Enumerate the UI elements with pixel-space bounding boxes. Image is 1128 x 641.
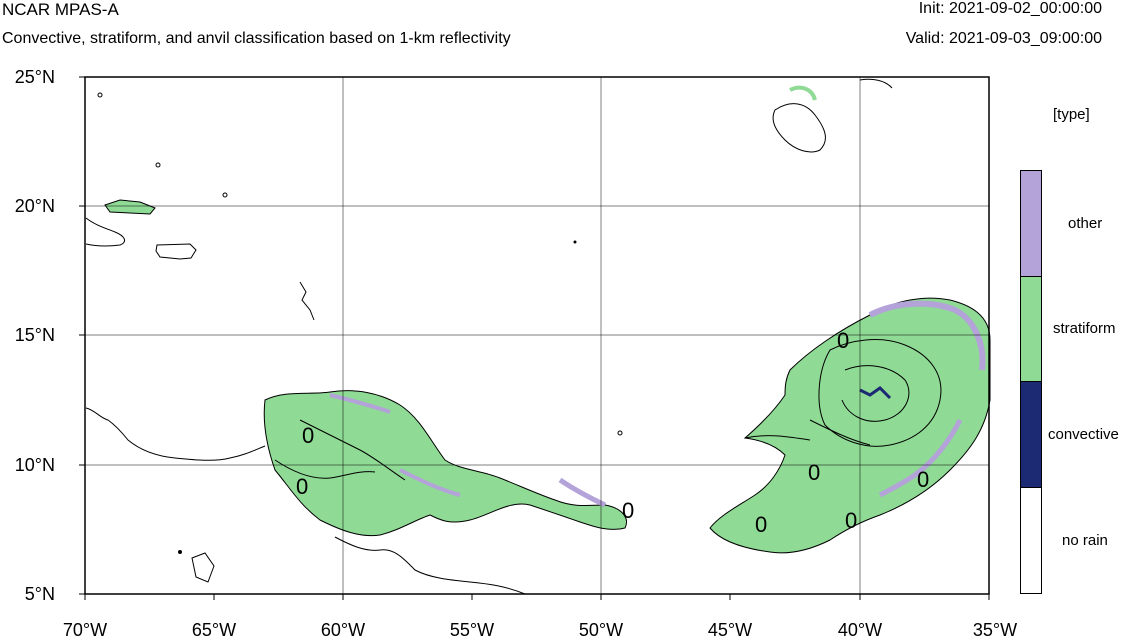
legend-swatch-no-rain [1020, 487, 1042, 594]
lon-label: 35°W [973, 620, 1017, 640]
contour-labels: 0 0 0 0 0 0 0 0 [296, 328, 929, 537]
legend-title: [type] [1053, 106, 1090, 123]
lon-label: 50°W [579, 620, 623, 640]
lat-label: 25°N [15, 67, 55, 87]
chart-subtitle: Convective, stratiform, and anvil classi… [2, 30, 511, 47]
legend-label-other: other [1068, 215, 1103, 232]
legend-swatch-convective [1020, 381, 1042, 488]
chart-title: NCAR MPAS-A [2, 0, 119, 19]
lon-label: 45°W [708, 620, 752, 640]
contour-label: 0 [755, 512, 767, 537]
legend-label-no-rain: no rain [1062, 532, 1108, 549]
axis-ticks [79, 76, 990, 600]
init-time: Init: 2021-09-02_00:00:00 [918, 0, 1102, 17]
contour-label: 0 [837, 328, 849, 353]
lon-label: 40°W [838, 620, 882, 640]
lon-label: 55°W [450, 620, 494, 640]
legend-swatch-stratiform [1020, 276, 1042, 382]
coastlines [85, 217, 526, 595]
legend-swatch-other [1020, 170, 1042, 277]
contour-label: 0 [296, 474, 308, 499]
precip-region-west [263, 390, 627, 537]
valid-time: Valid: 2021-09-03_09:00:00 [905, 30, 1102, 47]
contour-label: 0 [808, 460, 820, 485]
lon-label: 65°W [192, 620, 236, 640]
contour-label: 0 [302, 423, 314, 448]
legend-label-convective: convective [1048, 426, 1119, 443]
lat-label: 20°N [15, 196, 55, 216]
legend-label-stratiform: stratiform [1053, 320, 1116, 337]
lat-label: 15°N [15, 325, 55, 345]
lat-label: 5°N [25, 584, 55, 604]
precip-region-east [709, 297, 991, 554]
lat-label: 10°N [15, 455, 55, 475]
contour-label: 0 [917, 467, 929, 492]
contour-label: 0 [622, 498, 634, 523]
graticule [85, 77, 989, 594]
contour-label: 0 [845, 508, 857, 533]
lon-label: 70°W [63, 620, 107, 640]
lon-label: 60°W [321, 620, 365, 640]
lat-labels: 25°N 20°N 15°N 10°N 5°N [15, 67, 55, 604]
lon-labels: 70°W 65°W 60°W 55°W 50°W 45°W 40°W 35°W [63, 620, 1017, 640]
